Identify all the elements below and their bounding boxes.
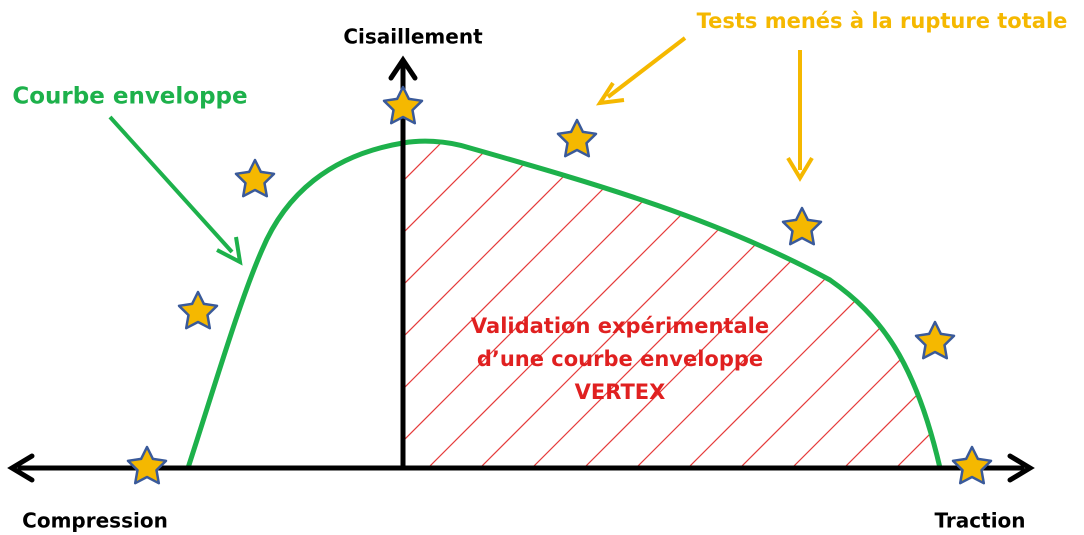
y-axis-label: Cisaillement	[343, 25, 483, 49]
center-text: Validation expérimentale d’une courbe en…	[471, 314, 769, 404]
center-line: Validation expérimentale	[471, 314, 769, 338]
hatch-line	[883, 141, 940, 468]
hatch-line	[403, 141, 485, 468]
center-line: d’une courbe enveloppe	[477, 347, 763, 371]
hatch-line	[403, 141, 745, 468]
hatch-line	[415, 141, 797, 468]
hatch-line	[779, 141, 940, 468]
axes	[7, 55, 1035, 483]
hatch-line	[988, 100, 1084, 480]
hatch-line	[0, 100, 380, 480]
hatch-line	[935, 141, 940, 468]
hatch-line	[467, 141, 849, 468]
hatch-line	[623, 141, 940, 468]
hatch-line	[727, 141, 940, 468]
x-left-label: Compression	[22, 509, 168, 533]
hatch-line	[403, 141, 589, 468]
hatch-line	[403, 141, 641, 468]
hatch-line	[831, 141, 940, 468]
tests-annotation: Tests menés à la rupture totale	[697, 9, 1068, 33]
hatch-line	[675, 141, 940, 468]
curve-annotation: Courbe enveloppe	[12, 84, 247, 110]
x-right-label: Traction	[934, 509, 1025, 533]
hatch-line	[571, 141, 940, 468]
hatch-line	[403, 141, 433, 468]
center-line: VERTEX	[575, 380, 666, 404]
curve-arrow	[108, 115, 243, 266]
envelope-curve	[185, 138, 943, 469]
hatching	[0, 100, 1084, 480]
hatch-line	[1040, 100, 1084, 480]
test-arrows	[595, 36, 814, 182]
hatch-line	[403, 141, 537, 468]
